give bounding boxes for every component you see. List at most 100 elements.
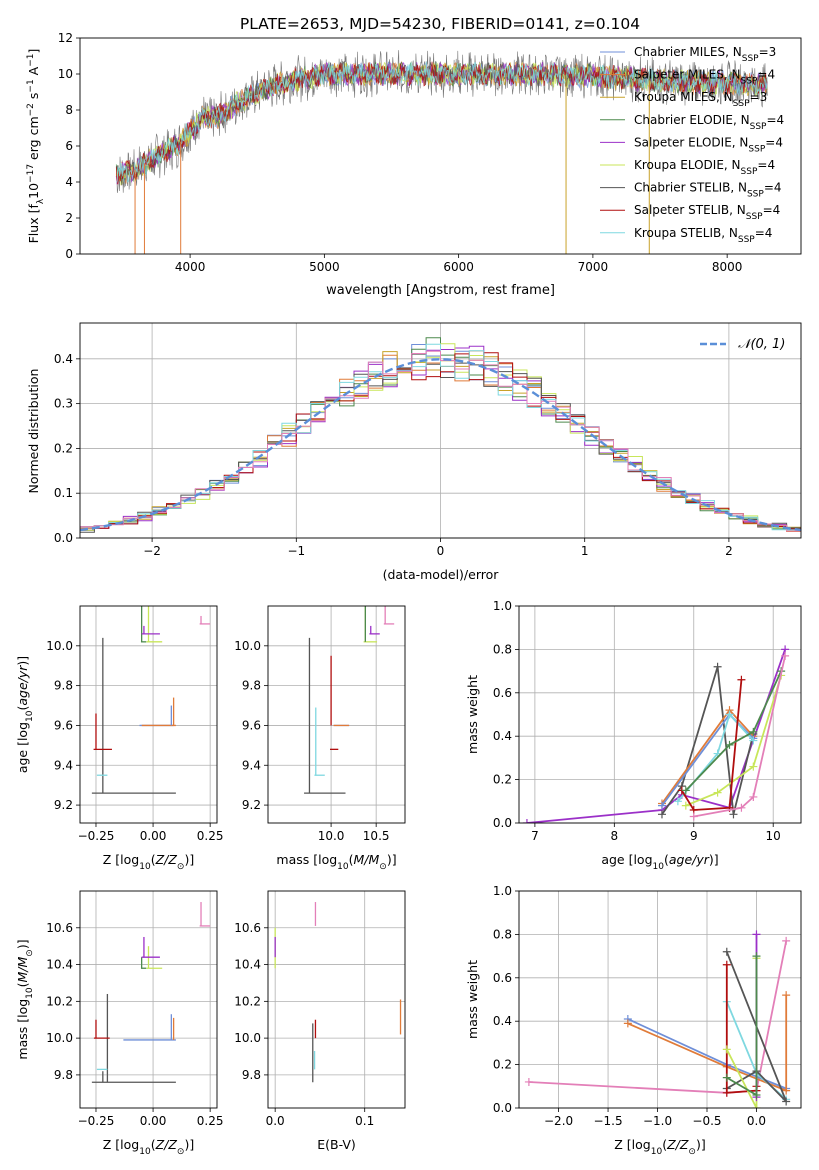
y-axis-label: age [log10(age/yr)] [15, 656, 35, 773]
x-tick-label: −0.25 [78, 1114, 115, 1128]
y-tick-label: 9.6 [54, 718, 73, 732]
x-axis-label: mass [log10(M/M⊙)] [276, 852, 396, 872]
y-tick-label: 2 [65, 211, 73, 225]
axes-frame [79, 322, 802, 539]
y-tick-label: 10.2 [234, 994, 261, 1008]
errorbars [91, 902, 211, 1083]
x-tick-label: 0.00 [140, 829, 167, 843]
x-tick-label: −0.5 [692, 1114, 721, 1128]
axes-frame [79, 605, 218, 824]
y-tick-label: 9.6 [242, 718, 261, 732]
y-tick-label: 10.4 [234, 958, 261, 972]
weight-marker [522, 819, 531, 823]
x-tick-label: 0.25 [197, 829, 224, 843]
weight-marker [722, 1073, 731, 1082]
x-tick-label: −1.5 [593, 1114, 622, 1128]
weight-line-chabrier_elodie [685, 670, 782, 792]
y-tick-label: 0.0 [493, 1101, 512, 1115]
y-tick-label: 10 [58, 67, 73, 81]
y-tick-label: 9.2 [54, 798, 73, 812]
x-tick-label: 0.25 [197, 1114, 224, 1128]
x-tick-label: −2 [143, 544, 161, 558]
y-tick-label: 6 [65, 139, 73, 153]
x-tick-label: −1 [287, 544, 305, 558]
errorbars [274, 902, 402, 1083]
mass_vs_Z-panel: −0.25 0.00 0.25 9.8 10.0 10.2 10.4 10.6 Z [log10… [15, 890, 224, 1157]
histogram-pink [80, 350, 801, 532]
weight-marker [752, 1090, 761, 1099]
y-tick-label: 9.4 [54, 758, 73, 772]
weight-marker [749, 762, 758, 771]
weight-marker [722, 1088, 731, 1097]
y-tick-label: 0.0 [54, 531, 73, 545]
y-tick-label: 0.6 [493, 971, 512, 985]
weight_vs_Z-panel: −2.0 −1.5 −1.0 −0.5 0.0 0.0 0.2 0.4 0.6 0.8 1.0 Z [… [465, 884, 802, 1157]
x-tick-label: 7 [531, 829, 539, 843]
weight-marker [782, 1097, 791, 1106]
weight-marker [752, 952, 761, 961]
weight-marker [782, 991, 791, 1000]
x-axis-label: Z [log10(Z/Z⊙)] [614, 1137, 705, 1157]
y-tick-label: 12 [58, 31, 73, 45]
x-tick-label: 4000 [175, 260, 206, 274]
weight-marker [722, 960, 731, 969]
legend-label: 𝒩(0, 1) [738, 337, 785, 352]
weight-line-pink [693, 655, 786, 818]
axes-frame [518, 890, 802, 1109]
mass_vs_ebv-panel: 0.0 0.1 9.8 10.0 10.2 10.4 10.6 E(B-V) [234, 890, 406, 1152]
y-tick-label: 0.4 [493, 1014, 512, 1028]
x-tick-label: 8 [611, 829, 619, 843]
y-tick-label: 0.6 [493, 686, 512, 700]
model-spectrum-kroupa_stelib [116, 61, 768, 183]
x-tick-label: 2 [725, 544, 733, 558]
x-tick-label: −2.0 [544, 1114, 573, 1128]
y-tick-label: 0.2 [54, 441, 73, 455]
legend-label: Kroupa STELIB, NSSP=4 [634, 226, 772, 245]
weight-marker [752, 1104, 761, 1108]
weight-marker [725, 710, 734, 719]
x-tick-label: 10.0 [318, 829, 345, 843]
y-tick-label: 10.0 [234, 639, 261, 653]
weight-marker [782, 936, 791, 945]
y-tick-label: 9.8 [54, 1068, 73, 1082]
x-tick-label: 0.0 [747, 1114, 766, 1128]
weight-marker [782, 1086, 791, 1095]
weight-marker [657, 810, 666, 819]
residuals-panel: −2 −1 0 1 2 0.0 0.1 0.2 0.3 0.4 𝒩(0, 1) (data-model… [26, 322, 802, 582]
weight-marker [749, 727, 758, 736]
y-tick-label: 9.8 [242, 679, 261, 693]
weight-line-kroupa_stelib [677, 712, 754, 802]
x-axis-label: Z [log10(Z/Z⊙)] [103, 1137, 194, 1157]
weight-marker [689, 812, 698, 821]
x-tick-label: 0.00 [140, 1114, 167, 1128]
spectrum-lines [115, 50, 768, 254]
x-axis-label: wavelength [Angstrom, rest frame] [326, 283, 555, 298]
y-tick-label: 10.2 [46, 994, 73, 1008]
y-tick-label: 0.0 [493, 816, 512, 830]
y-tick-label: 10.6 [234, 921, 261, 935]
age_vs_mass-panel: 10.0 10.5 9.2 9.4 9.6 9.8 10.0 mass [log10(M/M⊙… [234, 605, 406, 872]
x-tick-label: −1.0 [643, 1114, 672, 1128]
y-tick-label: 8 [65, 103, 73, 117]
y-axis-label: Normed distribution [26, 369, 41, 494]
axes-frame [79, 37, 802, 255]
x-tick-label: 5000 [309, 260, 340, 274]
weight-marker [737, 803, 746, 812]
y-tick-label: 1.0 [493, 884, 512, 898]
x-tick-label: 6000 [443, 260, 474, 274]
hist-lines [80, 337, 801, 533]
x-tick-label: 1 [581, 544, 589, 558]
errorbars [304, 606, 395, 794]
x-tick-label: 7000 [578, 260, 609, 274]
weight-marker [623, 1019, 632, 1028]
legend-label: Salpeter MILES, NSSP=4 [634, 68, 775, 87]
weight-marker [722, 947, 731, 956]
weight-marker [681, 801, 690, 810]
y-tick-label: 10.4 [46, 958, 73, 972]
weight-marker [752, 930, 761, 939]
y-axis-label: Flux [fλ10−17 erg cm−2 s−1 A−1] [26, 49, 46, 244]
y-axis-label: mass weight [465, 960, 480, 1039]
weight-marker [713, 662, 722, 671]
legend-label: Salpeter STELIB, NSSP=4 [634, 203, 780, 222]
normal-curve [80, 358, 801, 532]
